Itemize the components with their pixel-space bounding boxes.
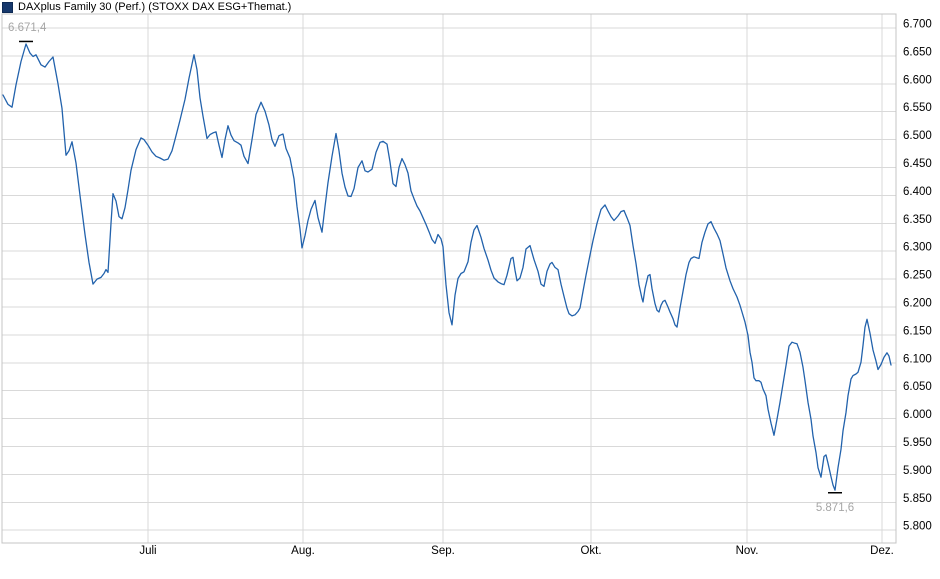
- y-tick-label: 6.500: [903, 130, 932, 142]
- y-tick-label: 5.850: [903, 493, 932, 505]
- y-tick-label: 6.400: [903, 186, 932, 198]
- y-axis-labels: 6.700 6.650 6.600 6.550 6.500 6.450 6.400 6.350…: [903, 19, 932, 533]
- y-tick-label: 6.650: [903, 46, 932, 58]
- y-tick-label: 5.800: [903, 521, 932, 533]
- y-tick-label: 6.600: [903, 74, 932, 86]
- y-tick-label: 6.000: [903, 409, 932, 421]
- x-tick-label: Dez.: [870, 545, 894, 557]
- y-tick-label: 5.900: [903, 465, 932, 477]
- chart-legend: DAXplus Family 30 (Perf.) (STOXX DAX ESG…: [2, 1, 291, 13]
- y-tick-label: 6.200: [903, 298, 932, 310]
- y-tick-label: 6.450: [903, 158, 932, 170]
- y-tick-label: 6.150: [903, 325, 932, 337]
- chart-title: DAXplus Family 30 (Perf.) (STOXX DAX ESG…: [18, 1, 292, 13]
- y-tick-label: 6.250: [903, 270, 932, 282]
- x-axis-labels: Juli Aug. Sep. Okt. Nov. Dez.: [139, 545, 893, 557]
- y-tick-label: 5.950: [903, 437, 932, 449]
- y-tick-label: 6.700: [903, 19, 932, 31]
- price-line: [2, 43, 892, 491]
- x-tick-label: Sep.: [431, 545, 455, 557]
- x-tick-label: Aug.: [291, 545, 315, 557]
- low-value-label: 5.871,6: [816, 502, 854, 514]
- high-value-label: 6.671,4: [8, 22, 47, 34]
- y-tick-label: 6.100: [903, 353, 932, 365]
- x-tick-label: Okt.: [580, 545, 601, 557]
- series-swatch-icon: [2, 1, 13, 13]
- y-tick-label: 6.350: [903, 214, 932, 226]
- y-tick-label: 6.300: [903, 242, 932, 254]
- y-tick-label: 6.050: [903, 381, 932, 393]
- x-tick-label: Juli: [139, 545, 156, 557]
- x-tick-label: Nov.: [736, 545, 759, 557]
- plot-border: [1, 13, 897, 544]
- y-tick-label: 6.550: [903, 102, 932, 114]
- gridlines: [2, 14, 896, 543]
